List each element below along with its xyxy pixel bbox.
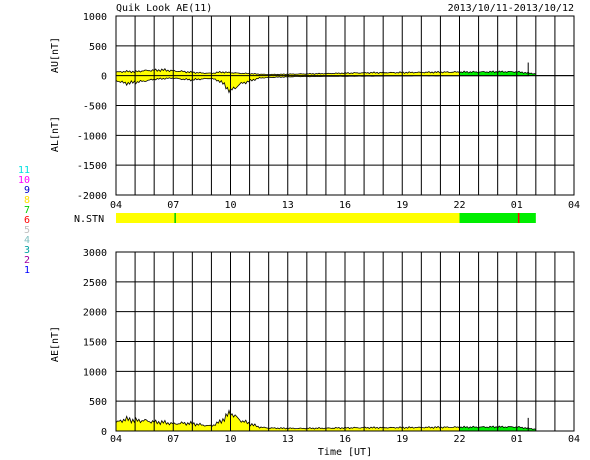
x-tick-label: 19 <box>396 200 408 211</box>
legend-station-11: 11 <box>18 165 30 176</box>
y-tick-label: 3000 <box>83 248 107 259</box>
ae-x-ticks: 04 07 10 13 16 19 22 01 04 <box>110 434 580 445</box>
legend-station-4: 4 <box>24 235 30 246</box>
al-axis-label: AL[nT] <box>50 116 61 152</box>
x-tick-label: 04 <box>568 434 580 445</box>
stn-bar-segment <box>116 213 460 223</box>
y-tick-label: -500 <box>83 102 107 113</box>
au-al-x-ticks: 04 07 10 13 16 19 22 01 04 <box>110 200 580 211</box>
legend-station-8: 8 <box>24 195 30 206</box>
x-tick-label: 22 <box>453 200 465 211</box>
y-tick-label: 1500 <box>83 338 107 349</box>
legend-station-3: 3 <box>24 245 30 256</box>
x-tick-label: 13 <box>282 434 294 445</box>
al-area-yellow <box>116 75 460 93</box>
y-tick-label: 0 <box>101 72 107 83</box>
x-tick-label: 19 <box>396 434 408 445</box>
ae-grid <box>115 251 575 432</box>
x-tick-label: 01 <box>511 200 523 211</box>
y-tick-label: 0 <box>101 427 107 438</box>
y-tick-label: 500 <box>89 42 107 53</box>
legend-station-2: 2 <box>24 255 30 266</box>
x-tick-label: 07 <box>167 200 179 211</box>
y-tick-label: -1500 <box>77 161 107 172</box>
ae-y-ticks: 3000 2500 2000 1500 1000 500 0 <box>83 248 107 438</box>
au-al-grid <box>115 15 575 196</box>
x-tick-label: 01 <box>511 434 523 445</box>
x-tick-label: 10 <box>224 200 236 211</box>
chart-title: Quik Look AE(11) <box>116 3 212 14</box>
y-tick-label: 1000 <box>83 367 107 378</box>
x-tick-label: 04 <box>110 200 122 211</box>
x-tick-label: 22 <box>453 434 465 445</box>
y-tick-label: -2000 <box>77 191 107 202</box>
y-tick-label: 2500 <box>83 278 107 289</box>
au-axis-label: AU[nT] <box>50 37 61 73</box>
x-tick-label: 10 <box>224 434 236 445</box>
x-tick-label: 07 <box>167 434 179 445</box>
legend-station-5: 5 <box>24 225 30 236</box>
legend-station-7: 7 <box>24 205 30 216</box>
x-tick-label: 04 <box>110 434 122 445</box>
date-range: 2013/10/11-2013/10/12 <box>448 3 574 14</box>
legend-station-10: 10 <box>18 175 30 186</box>
x-tick-label: 04 <box>568 200 580 211</box>
x-axis-label: Time [UT] <box>318 447 372 458</box>
station-bar: N.STN <box>74 213 536 225</box>
legend-station-9: 9 <box>24 185 30 196</box>
legend-station-1: 1 <box>24 265 30 276</box>
y-tick-label: 2000 <box>83 308 107 319</box>
stn-bar-segment <box>459 213 536 223</box>
ae-axis-label: AE[nT] <box>50 326 61 362</box>
x-tick-label: 16 <box>339 434 351 445</box>
stn-label: N.STN <box>74 214 104 225</box>
au-al-panel: 1000 500 0 -500 -1000 -1500 -2000 04 07 10 13 16 19… <box>50 12 580 211</box>
au-area-yellow <box>116 68 460 76</box>
au-al-y-ticks: 1000 500 0 -500 -1000 -1500 -2000 <box>77 12 107 202</box>
ae-area-yellow <box>116 410 460 431</box>
y-tick-label: -1000 <box>77 131 107 142</box>
y-tick-label: 1000 <box>83 12 107 23</box>
y-tick-label: 500 <box>89 397 107 408</box>
legend-station-6: 6 <box>24 215 30 226</box>
x-tick-label: 16 <box>339 200 351 211</box>
x-tick-label: 13 <box>282 200 294 211</box>
